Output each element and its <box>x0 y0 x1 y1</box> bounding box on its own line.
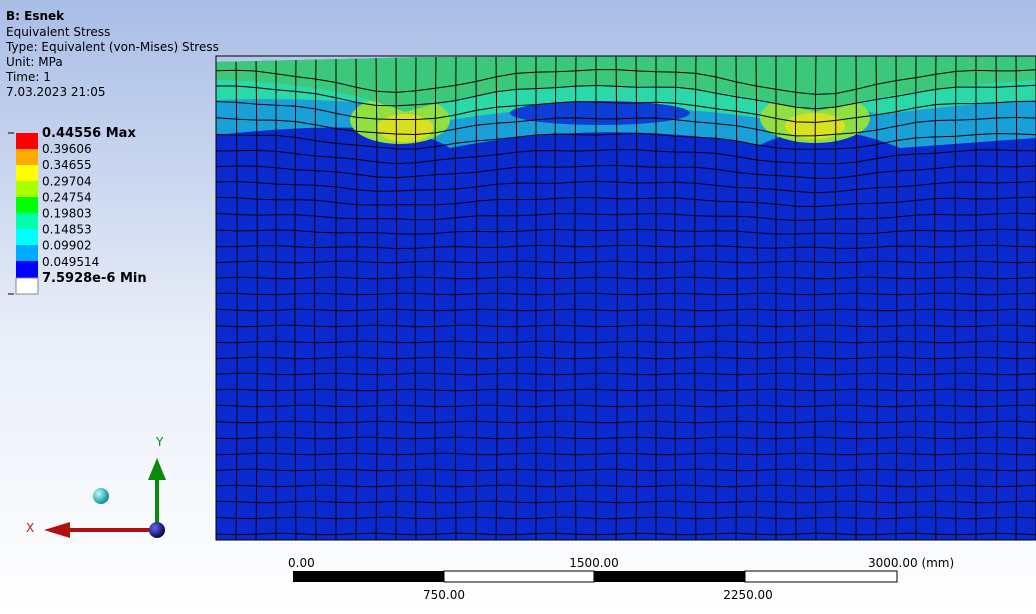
scale-label: 1500.00 <box>569 556 619 570</box>
legend-label: 0.09902 <box>42 239 92 253</box>
legend-label: 0.29704 <box>42 174 92 188</box>
scale-label: 3000.00 (mm) <box>868 556 954 570</box>
header-line: Equivalent Stress <box>6 25 110 39</box>
axis-label-y: Y <box>155 435 164 449</box>
header-title: B: Esnek <box>6 9 65 23</box>
scale-label: 0.00 <box>288 556 315 570</box>
header-line: 7.03.2023 21:05 <box>6 85 105 99</box>
header-line: Time: 1 <box>5 70 51 84</box>
legend-label: 0.34655 <box>42 158 92 172</box>
legend-label: 7.5928e-6 Min <box>42 271 147 286</box>
scale-label: 750.00 <box>423 588 465 602</box>
legend-label: 0.19803 <box>42 207 92 221</box>
legend-label: 0.44556 Max <box>42 126 136 141</box>
legend-label: 0.24754 <box>42 190 92 204</box>
mesh <box>216 56 1036 540</box>
scale-label: 2250.00 <box>723 588 773 602</box>
header-line: Type: Equivalent (von-Mises) Stress <box>5 40 219 54</box>
legend-label: 0.14853 <box>42 223 92 237</box>
legend-label: 0.049514 <box>42 255 99 269</box>
viewport: B: Esnek Equivalent StressType: Equivale… <box>0 0 1036 610</box>
header-line: Unit: MPa <box>6 55 63 69</box>
axis-label-x: X <box>26 521 34 535</box>
legend-label: 0.39606 <box>42 142 92 156</box>
